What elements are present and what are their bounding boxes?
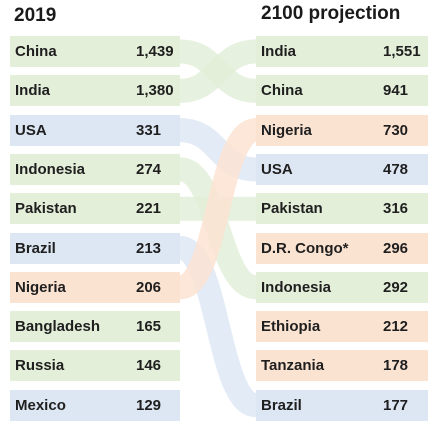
- left-row-nigeria: Nigeria 206: [10, 271, 180, 303]
- left-row-indonesia: Indonesia 274: [10, 153, 180, 185]
- right-value-label: 316: [383, 200, 409, 218]
- left-country-label: Bangladesh: [15, 318, 101, 336]
- left-value-label: 213: [136, 239, 162, 257]
- right-country-label: Tanzania: [261, 357, 325, 375]
- right-row-india: India 1,551: [256, 36, 428, 67]
- right-row-indonesia: Indonesia 292: [256, 271, 428, 303]
- right-row-nigeria: Nigeria 730: [256, 114, 428, 146]
- left-row-brazil: Brazil 213: [10, 232, 180, 264]
- right-value-label: 212: [383, 318, 409, 336]
- right-country-label: India: [261, 43, 297, 60]
- left-row-bangladesh: Bangladesh 165: [10, 311, 180, 343]
- right-country-label: Ethiopia: [261, 318, 321, 336]
- right-value-label: 478: [383, 160, 409, 178]
- right-row-usa: USA 478: [256, 153, 428, 185]
- left-row-pakistan: Pakistan 221: [10, 193, 180, 225]
- left-country-label: Russia: [15, 357, 65, 375]
- left-value-label: 1,439: [136, 43, 174, 60]
- right-country-label: D.R. Congo*: [261, 239, 349, 257]
- left-row-china: China 1,439: [10, 36, 180, 67]
- right-value-label: 941: [383, 82, 409, 100]
- right-row-china: China 941: [256, 75, 428, 107]
- right-country-label: Nigeria: [261, 121, 312, 139]
- left-country-label: USA: [15, 121, 47, 139]
- right-value-label: 730: [383, 121, 409, 139]
- left-country-label: Mexico: [15, 396, 66, 414]
- left-value-label: 221: [136, 200, 162, 218]
- right-row-ethiopia: Ethiopia 212: [256, 311, 428, 343]
- right-value-label: 177: [383, 396, 409, 414]
- left-value-label: 274: [136, 160, 162, 178]
- left-value-label: 206: [136, 278, 162, 296]
- left-country-label: India: [15, 82, 51, 100]
- right-value-label: 178: [383, 357, 409, 375]
- left-value-label: 165: [136, 318, 162, 336]
- left-country-label: China: [15, 43, 57, 60]
- right-value-label: 292: [383, 278, 409, 296]
- left-row-russia: Russia 146: [10, 350, 180, 382]
- right-country-label: Brazil: [261, 396, 302, 414]
- right-row-tanzania: Tanzania 178: [256, 350, 428, 382]
- right-country-label: Indonesia: [261, 278, 332, 296]
- right-column-title: 2100 projection: [261, 3, 401, 24]
- right-country-label: Pakistan: [261, 200, 323, 218]
- connector-usa: [178, 118, 258, 182]
- left-country-label: Brazil: [15, 239, 56, 257]
- left-country-label: Pakistan: [15, 200, 77, 218]
- left-value-label: 146: [136, 357, 162, 375]
- right-value-label: 1,551: [383, 43, 421, 60]
- right-row-d-r-congo: D.R. Congo* 296: [256, 232, 428, 264]
- left-value-label: 129: [136, 396, 162, 414]
- right-row-brazil: Brazil 177: [256, 389, 428, 421]
- left-row-usa: USA 331: [10, 114, 180, 146]
- right-country-label: USA: [261, 160, 293, 178]
- left-value-label: 331: [136, 121, 162, 139]
- left-column-title: 2019: [14, 5, 57, 26]
- left-row-mexico: Mexico 129: [10, 389, 180, 421]
- connector-india: [178, 39, 258, 103]
- left-value-label: 1,380: [136, 82, 174, 100]
- right-row-pakistan: Pakistan 316: [256, 193, 428, 225]
- left-row-india: India 1,380: [10, 75, 180, 107]
- left-country-label: Nigeria: [15, 278, 66, 296]
- left-country-label: Indonesia: [15, 160, 86, 178]
- right-country-label: China: [261, 82, 303, 100]
- connector-nigeria: [177, 118, 259, 300]
- right-value-label: 296: [383, 239, 409, 257]
